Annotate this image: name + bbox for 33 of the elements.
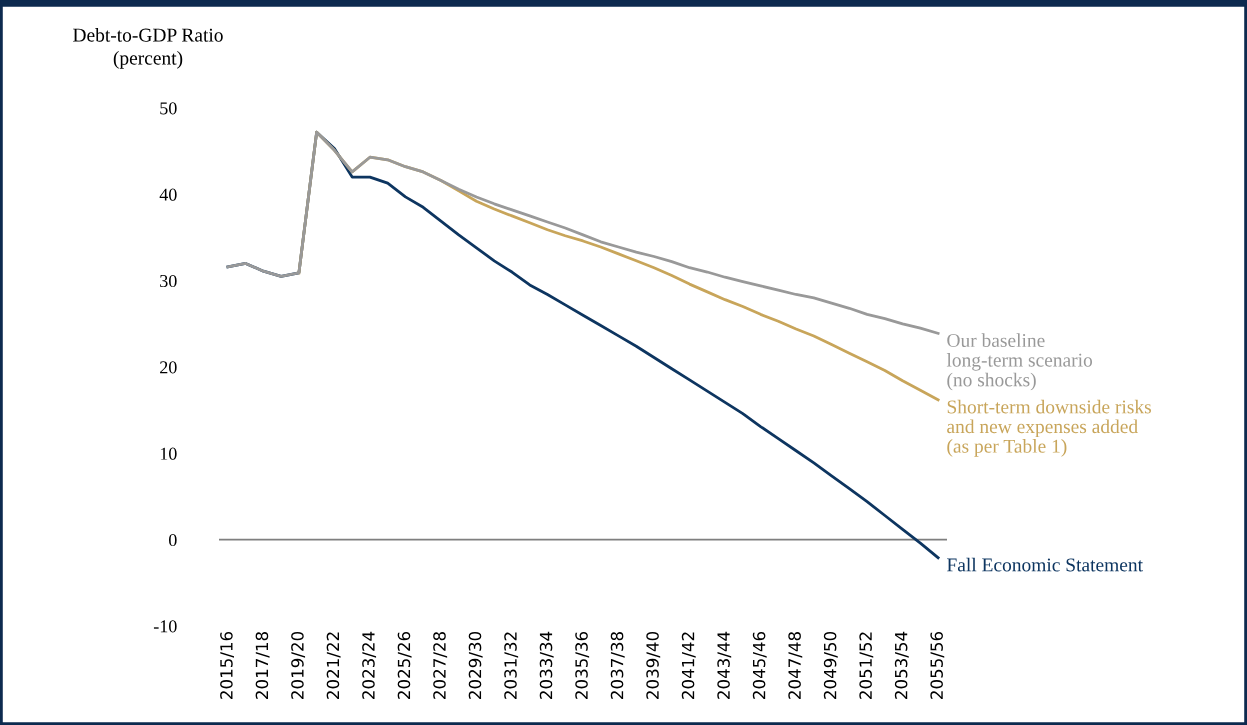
series-label: Fall Economic Statement (947, 557, 1143, 572)
x-tick-label: 2047/48 (788, 632, 803, 699)
x-tick-label: 2031/32 (504, 632, 519, 699)
y-tick-label: 50 (160, 102, 177, 115)
y-tick-label: 20 (160, 361, 177, 374)
x-tick-label: 2015/16 (220, 631, 235, 699)
x-tick-label: 2029/30 (468, 631, 483, 699)
series-label: Our baseline long-term scenario (no shocks) (946, 333, 1093, 391)
x-tick-label: 2025/26 (397, 631, 412, 699)
y-tick-label: 40 (159, 188, 177, 201)
x-tick-label: 2023/24 (362, 631, 377, 699)
x-tick-label: 2019/20 (291, 631, 306, 699)
x-tick-label: 2033/34 (539, 631, 554, 699)
x-tick-label: 2037/38 (610, 632, 625, 699)
series-label: Short-term downside risks and new expenses added (as per Table 1) (947, 399, 1151, 457)
x-tick-label: 2045/46 (752, 631, 767, 699)
x-tick-label: 2041/42 (681, 632, 696, 699)
x-tick-label: 2027/28 (433, 632, 448, 699)
x-tick-label: 2053/54 (894, 631, 909, 699)
x-tick-label: 2039/40 (646, 631, 661, 699)
line-series (226, 130, 940, 335)
x-tick-label: 2043/44 (717, 631, 732, 699)
y-tick-label: -10 (153, 620, 177, 633)
x-tick-label: 2021/22 (326, 632, 341, 699)
x-tick-label: 2055/56 (930, 631, 945, 699)
x-tick-label: 2017/18 (255, 632, 270, 699)
x-tick-label: 2035/36 (575, 631, 590, 699)
y-tick-label: 10 (160, 447, 177, 460)
y-axis-title: Debt-to-GDP Ratio (percent) (73, 28, 223, 69)
x-tick-label: 2051/52 (859, 632, 874, 699)
x-tick-label: 2049/50 (823, 631, 838, 699)
y-tick-label: 0 (168, 533, 177, 547)
y-tick-label: 30 (160, 274, 177, 288)
